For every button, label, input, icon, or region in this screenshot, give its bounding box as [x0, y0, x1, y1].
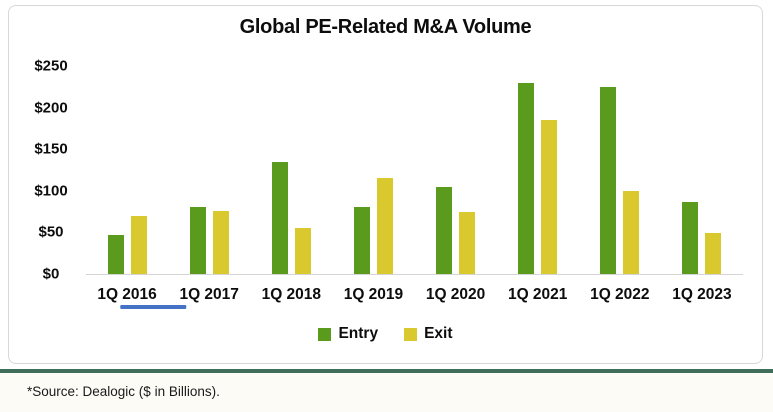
- bar-pair: [189, 66, 229, 274]
- y-tick-label: $50: [38, 223, 64, 241]
- bar-pair: [436, 66, 476, 274]
- y-tick-label: $200: [34, 99, 68, 117]
- bar-entry: [436, 186, 453, 274]
- bar-group: 1Q 2020: [426, 66, 485, 303]
- bar-group: 1Q 2023: [672, 66, 732, 303]
- category-underline: [120, 305, 187, 309]
- bar-exit: [212, 210, 229, 274]
- bar-group: 1Q 2017: [179, 66, 239, 303]
- bar-exit: [376, 178, 393, 274]
- bar-exit: [130, 215, 147, 274]
- legend-entry-label: Entry: [338, 325, 379, 342]
- legend-exit-label: Exit: [424, 325, 453, 342]
- bar-group: 1Q 2018: [262, 66, 321, 303]
- bar-pair: [353, 66, 393, 274]
- y-tick-label: $150: [34, 140, 68, 158]
- bar-entry: [518, 82, 535, 274]
- bar-entry: [682, 202, 699, 274]
- bar-group: 1Q 2022: [590, 66, 650, 303]
- x-axis-label: 1Q 2016: [97, 286, 187, 309]
- legend-entry-swatch: [318, 327, 332, 341]
- bar-entry: [353, 207, 370, 274]
- bar-pair: [107, 66, 147, 274]
- x-axis-label: 1Q 2020: [425, 286, 486, 303]
- bar-group: 1Q 2021: [508, 66, 567, 303]
- legend-entry-item: Entry: [318, 325, 378, 343]
- legend-exit-item: Exit: [404, 325, 453, 343]
- x-axis-label: 1Q 2023: [672, 286, 732, 303]
- bar-entry: [107, 234, 124, 274]
- x-axis-label: 1Q 2022: [590, 286, 650, 303]
- divider-line: [0, 369, 773, 373]
- bar-exit: [623, 190, 640, 274]
- bar-group: 1Q 2016: [97, 66, 187, 309]
- y-tick-label: $250: [34, 57, 68, 75]
- bar-pair: [271, 66, 311, 274]
- bar-exit: [294, 228, 311, 274]
- x-axis-label: 1Q 2018: [261, 286, 322, 303]
- bar-entry: [189, 207, 206, 274]
- bar-pair: [518, 66, 558, 274]
- footer-area: *Source: Dealogic ($ in Billions).: [0, 373, 773, 412]
- y-axis: $0 $50 $100 $150 $200 $250: [9, 58, 93, 283]
- x-axis-label: 1Q 2021: [507, 286, 568, 303]
- chart-box: Global PE-Related M&A Volume $0 $50 $100 $1…: [8, 5, 763, 364]
- x-axis-label: 1Q 2019: [343, 286, 404, 303]
- bar-group: 1Q 2019: [344, 66, 403, 303]
- bar-entry: [271, 161, 288, 274]
- x-axis-label: 1Q 2017: [179, 286, 239, 303]
- plot-area: 1Q 2016 1Q 2017 1Q 2018 1Q 2019 1Q 2020 1Q 20…: [86, 66, 743, 309]
- bar-exit: [541, 120, 558, 274]
- source-note: *Source: Dealogic ($ in Billions).: [27, 384, 220, 399]
- y-tick-label: $100: [34, 182, 68, 200]
- chart-title: Global PE-Related M&A Volume: [239, 16, 532, 38]
- bar-entry: [600, 86, 617, 274]
- y-tick-label: $0: [42, 265, 60, 283]
- bar-pair: [600, 66, 640, 274]
- bar-exit: [705, 233, 722, 274]
- legend-exit-swatch: [404, 327, 418, 341]
- bar-pair: [682, 66, 722, 274]
- bar-exit: [459, 211, 476, 274]
- legend: Entry Exit: [9, 325, 762, 343]
